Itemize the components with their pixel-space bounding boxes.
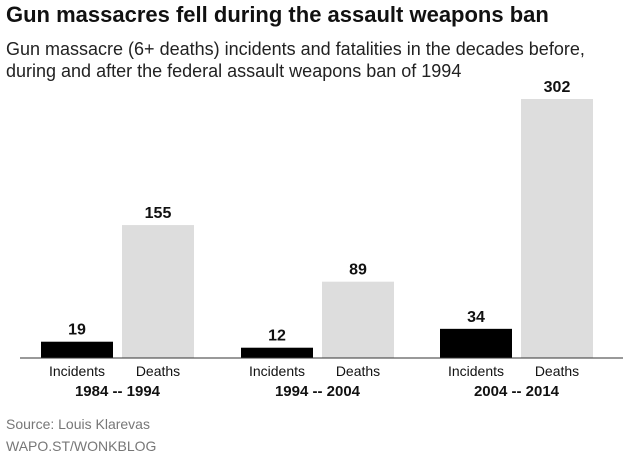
source-note: Source: Louis Klarevas	[6, 416, 150, 432]
series-label-incidents-3: Incidents	[448, 363, 504, 379]
bar-deaths-2	[322, 281, 394, 358]
series-label-deaths-3: Deaths	[535, 363, 579, 379]
chart-title: Gun massacres fell during the assault we…	[6, 2, 549, 27]
bar-incidents-1	[41, 341, 113, 358]
bar-incidents-2	[241, 347, 313, 358]
data-label-incidents-3: 34	[467, 309, 485, 326]
chart-subtitle: Gun massacre (6+ deaths) incidents and f…	[6, 39, 585, 81]
series-label-deaths-2: Deaths	[336, 363, 380, 379]
bar-incidents-3	[440, 328, 512, 358]
bar-chart: 19 Incidents 155 Deaths 1984 -- 1994 12 Incide…	[20, 79, 623, 400]
data-label-incidents-2: 12	[268, 328, 286, 345]
bar-deaths-3	[521, 99, 593, 358]
series-label-incidents-1: Incidents	[49, 363, 105, 379]
data-label-incidents-1: 19	[68, 322, 86, 339]
category-label-3: 2004 -- 2014	[474, 383, 560, 400]
data-label-deaths-3: 302	[544, 79, 571, 96]
category-label-1: 1984 -- 1994	[75, 383, 161, 400]
bar-deaths-1	[122, 225, 194, 358]
series-label-incidents-2: Incidents	[249, 363, 305, 379]
category-label-2: 1994 -- 2004	[275, 383, 361, 400]
series-label-deaths-1: Deaths	[136, 363, 180, 379]
credit-note: WAPO.ST/WONKBLOG	[6, 438, 157, 454]
data-label-deaths-2: 89	[349, 262, 367, 279]
data-label-deaths-1: 155	[145, 205, 172, 222]
